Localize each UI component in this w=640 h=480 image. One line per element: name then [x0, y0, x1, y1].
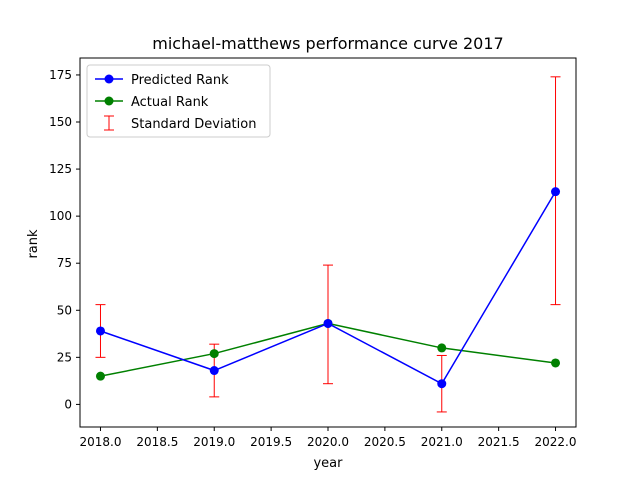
x-axis-label: year — [313, 456, 343, 471]
legend-box — [86, 64, 271, 138]
y-tick-label: 75 — [57, 256, 72, 270]
x-tick-label: 2021.0 — [421, 435, 463, 449]
y-axis-label: rank — [26, 229, 41, 259]
y-tick-label: 100 — [49, 209, 72, 223]
legend-actual-label: Actual Rank — [131, 95, 209, 110]
legend-std-label: Standard Deviation — [131, 117, 256, 132]
x-tick-label: 2019.0 — [193, 435, 235, 449]
predicted-rank-point — [437, 379, 447, 389]
predicted-rank-point — [95, 326, 105, 336]
predicted-rank-point — [323, 318, 333, 328]
y-tick-label: 0 — [64, 397, 72, 411]
predicted-rank-point — [551, 187, 561, 197]
legend: Predicted Rank Actual Rank Standard Deviat… — [86, 64, 271, 138]
legend-actual-marker — [104, 96, 114, 106]
x-tick-label: 2019.5 — [250, 435, 292, 449]
y-tick-label: 150 — [49, 115, 72, 129]
x-tick-label: 2018.0 — [79, 435, 121, 449]
actual-rank-point — [551, 358, 561, 368]
actual-rank-point — [95, 371, 105, 381]
plot-area: 2018.0 2018.5 2019.0 2019.5 2020.0 2020.5 2021… — [49, 57, 577, 449]
x-tick-label: 2018.5 — [136, 435, 178, 449]
y-tick-label: 50 — [57, 303, 72, 317]
actual-rank-point — [209, 349, 219, 359]
actual-rank-point — [437, 343, 447, 353]
y-tick-label: 175 — [49, 68, 72, 82]
legend-predicted-label: Predicted Rank — [131, 73, 229, 88]
x-tick-label: 2022.0 — [535, 435, 577, 449]
y-tick-label: 25 — [57, 350, 72, 364]
predicted-rank-point — [209, 366, 219, 376]
y-tick-label: 125 — [49, 162, 72, 176]
x-tick-label: 2020.5 — [364, 435, 406, 449]
x-tick-label: 2021.5 — [478, 435, 520, 449]
x-tick-label: 2020.0 — [307, 435, 349, 449]
legend-predicted-marker — [104, 74, 114, 84]
chart-title: michael-matthews performance curve 2017 — [152, 34, 503, 53]
